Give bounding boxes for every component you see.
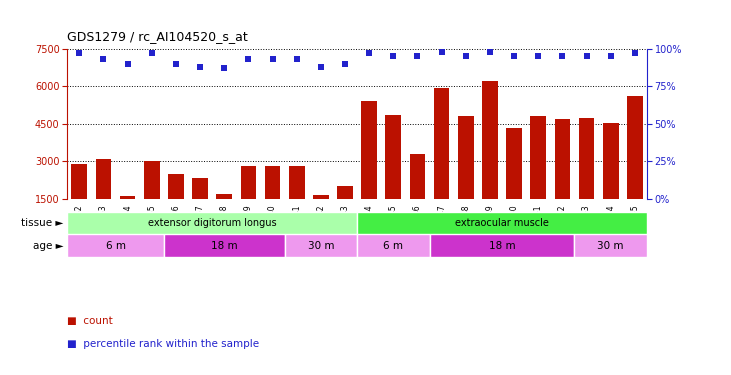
Point [436, 49, 447, 55]
Text: 30 m: 30 m [597, 241, 624, 250]
Text: 18 m: 18 m [211, 241, 238, 250]
Bar [579, 117, 594, 199]
Point [291, 56, 303, 62]
Bar [575, 234, 647, 257]
Text: 6 m: 6 m [383, 241, 404, 250]
Bar [385, 115, 401, 199]
Bar [482, 81, 498, 199]
Text: extensor digitorum longus: extensor digitorum longus [148, 218, 276, 228]
Text: GSM74448: GSM74448 [461, 205, 470, 246]
Bar [430, 234, 575, 257]
Text: GSM74449: GSM74449 [485, 205, 494, 246]
Text: GSM74451: GSM74451 [534, 205, 542, 246]
Point [508, 53, 520, 59]
Bar [289, 166, 305, 199]
Bar [433, 87, 450, 199]
Bar [627, 96, 643, 199]
Point [315, 64, 327, 70]
Point [387, 53, 399, 59]
Bar [144, 161, 159, 199]
Text: GSM74438: GSM74438 [220, 205, 229, 246]
Bar [216, 194, 232, 199]
Bar [555, 119, 570, 199]
Bar [284, 234, 357, 257]
Point [484, 49, 496, 55]
Bar [240, 166, 257, 199]
Point [363, 50, 375, 56]
Bar [168, 174, 183, 199]
Text: GSM74436: GSM74436 [172, 205, 181, 246]
Point [532, 53, 544, 59]
Bar [337, 186, 353, 199]
Point [339, 61, 351, 67]
Point [629, 50, 640, 56]
Point [460, 53, 471, 59]
Bar [357, 234, 430, 257]
Text: GSM74432: GSM74432 [75, 205, 84, 246]
Point [194, 64, 206, 70]
Text: GSM74455: GSM74455 [630, 205, 640, 246]
Point [146, 50, 158, 56]
Bar [531, 116, 546, 199]
Point [170, 61, 182, 67]
Bar [192, 177, 208, 199]
Text: tissue ►: tissue ► [21, 218, 64, 228]
Bar [409, 154, 425, 199]
Text: ■  percentile rank within the sample: ■ percentile rank within the sample [67, 339, 260, 349]
Text: GSM74454: GSM74454 [606, 205, 616, 246]
Bar [72, 164, 87, 199]
Point [219, 65, 230, 71]
Text: 18 m: 18 m [489, 241, 515, 250]
Point [412, 53, 423, 59]
Bar [458, 116, 474, 199]
Text: GSM74443: GSM74443 [341, 205, 349, 246]
Point [267, 56, 279, 62]
Text: GSM74440: GSM74440 [268, 205, 277, 246]
Point [605, 53, 616, 59]
Bar [603, 123, 618, 199]
Bar [67, 234, 164, 257]
Point [122, 61, 134, 67]
Bar [507, 128, 522, 199]
Text: 30 m: 30 m [308, 241, 334, 250]
Text: age ►: age ► [33, 241, 64, 250]
Point [98, 56, 110, 62]
Text: GDS1279 / rc_AI104520_s_at: GDS1279 / rc_AI104520_s_at [67, 30, 248, 43]
Point [556, 53, 568, 59]
Text: GSM74445: GSM74445 [389, 205, 398, 246]
Bar [313, 195, 329, 199]
Text: ■  count: ■ count [67, 316, 113, 326]
Bar [120, 196, 135, 199]
Text: GSM74437: GSM74437 [196, 205, 205, 246]
Text: GSM74453: GSM74453 [582, 205, 591, 246]
Text: GSM74433: GSM74433 [99, 205, 108, 246]
Point [74, 50, 86, 56]
Text: GSM74434: GSM74434 [123, 205, 132, 246]
Point [580, 53, 592, 59]
Point [243, 56, 254, 62]
Text: GSM74442: GSM74442 [317, 205, 325, 246]
Bar [265, 166, 281, 199]
Text: 6 m: 6 m [105, 241, 126, 250]
Text: GSM74447: GSM74447 [437, 205, 446, 246]
Text: GSM74444: GSM74444 [365, 205, 374, 246]
Bar [164, 234, 284, 257]
Text: GSM74441: GSM74441 [292, 205, 301, 246]
Text: extraocular muscle: extraocular muscle [455, 218, 549, 228]
Text: GSM74450: GSM74450 [510, 205, 518, 246]
Text: GSM74452: GSM74452 [558, 205, 567, 246]
Text: GSM74435: GSM74435 [147, 205, 156, 246]
Bar [361, 101, 377, 199]
Text: GSM74446: GSM74446 [413, 205, 422, 246]
Bar [357, 212, 647, 234]
Bar [67, 212, 357, 234]
Text: GSM74439: GSM74439 [244, 205, 253, 246]
Bar [96, 159, 111, 199]
